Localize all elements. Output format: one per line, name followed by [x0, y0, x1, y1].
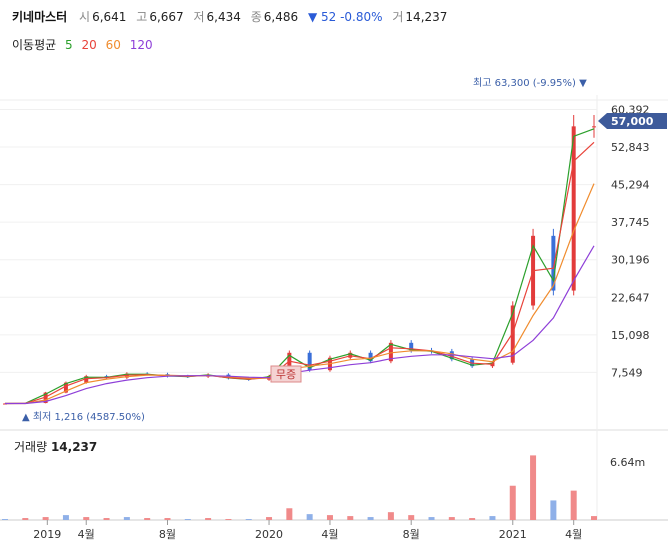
moving-average-legend: 이동평균 5 20 60 120: [12, 36, 158, 53]
volume-bar: [570, 490, 577, 520]
volume-label: 거: [392, 10, 404, 24]
volume-bar: [286, 508, 293, 520]
x-tick-label: 8월: [159, 528, 176, 541]
volume-bars: [2, 455, 597, 520]
high-label: 고: [136, 10, 148, 24]
volume-bar: [42, 517, 49, 520]
x-tick-label: 4월: [565, 528, 582, 541]
ma-5-label: 5: [65, 38, 73, 52]
volume-panel-value: 14,237: [50, 440, 98, 454]
low-annotation: ▲ 최저 1,216 (4587.50%): [22, 411, 145, 423]
candle-body: [409, 342, 414, 351]
candle-body: [287, 352, 292, 377]
volume-bar: [205, 518, 212, 520]
ma-60-label: 60: [105, 38, 121, 52]
quote-header: 키네마스터 시 6,641 고 6,667 저 6,434 종 6,486 ▼ 52 -…: [12, 8, 453, 25]
close-label: 종: [250, 10, 262, 24]
stock-name: 키네마스터: [12, 10, 68, 24]
volume-bar: [469, 518, 476, 520]
y-axis-labels: 60,39252,84345,29437,74530,19622,64715,0…: [611, 103, 650, 379]
x-tick-label: 2019: [33, 528, 61, 541]
y-tick-label: 22,647: [611, 291, 650, 304]
volume-bar: [489, 516, 496, 520]
candle-body: [43, 392, 48, 404]
x-tick-label: 4월: [321, 528, 338, 541]
volume-bar: [123, 517, 130, 520]
ma-20-line: [4, 141, 595, 405]
candle-body: [84, 376, 89, 383]
y-tick-label: 15,098: [611, 329, 650, 342]
volume-bar: [62, 515, 69, 520]
volume-panel-title: 거래량 14,237: [14, 438, 97, 455]
moving-average-lines: [4, 128, 595, 405]
change-value: ▼ 52 -0.80%: [307, 10, 383, 24]
y-tick-label: 45,294: [611, 179, 650, 192]
open-label: 시: [79, 10, 91, 24]
low-label: 저: [193, 10, 205, 24]
volume-bar: [184, 519, 191, 520]
grid: [0, 95, 668, 521]
high-value: 6,667: [149, 10, 184, 24]
volume-bar: [367, 517, 374, 520]
volume-panel-label: 거래량: [14, 440, 48, 454]
volume-bar: [225, 519, 232, 520]
x-tick-label: 2021: [499, 528, 527, 541]
candle-body: [388, 342, 393, 362]
candle-body: [571, 126, 576, 291]
volume-bar: [591, 516, 597, 520]
volume-bar: [2, 519, 8, 520]
x-tick-label: 4월: [78, 528, 95, 541]
volume-bar: [387, 512, 394, 520]
volume-bar: [266, 517, 273, 520]
volume-bar: [448, 517, 455, 520]
ma-20-label: 20: [81, 38, 97, 52]
volume-bar: [103, 518, 110, 520]
free-issue-marker: 무증: [276, 368, 296, 381]
volume-bar: [509, 485, 516, 520]
current-price-tag: 57,000: [611, 115, 654, 128]
volume-bar: [144, 518, 151, 520]
y-tick-label: 52,843: [611, 141, 650, 154]
candle-body: [368, 352, 373, 362]
ma-5-line: [4, 128, 595, 405]
volume-bar: [347, 516, 354, 520]
open-value: 6,641: [92, 10, 127, 24]
current-price-tag-bg: [598, 113, 667, 129]
high-annotation: 최고 63,300 (-9.95%) ▼: [473, 77, 587, 89]
volume-bar: [22, 518, 29, 520]
candle-body: [510, 305, 515, 363]
volume-bar: [530, 455, 537, 520]
x-tick-label: 8월: [403, 528, 420, 541]
x-tick-label: 2020: [255, 528, 283, 541]
candle-body: [63, 382, 68, 393]
volume-bar: [245, 519, 252, 520]
volume-value: 14,237: [405, 10, 448, 24]
candle-body: [307, 352, 312, 371]
free-issue-marker-box: [270, 365, 302, 383]
ma-legend-title: 이동평균: [12, 38, 57, 52]
low-value: 6,434: [206, 10, 241, 24]
volume-bar: [83, 517, 90, 520]
volume-max-tick: 6.64m: [610, 456, 645, 469]
volume-bar: [326, 515, 333, 520]
volume-bar: [306, 514, 313, 520]
y-tick-label: 7,549: [611, 366, 643, 379]
candle-body: [551, 235, 556, 291]
x-axis-labels: 2019 4월 8월 2020 4월 8월 2021 4월: [33, 520, 582, 541]
volume-bar: [164, 518, 171, 520]
volume-bar: [408, 515, 415, 520]
y-tick-label: 37,745: [611, 216, 650, 229]
ma-120-label: 120: [129, 38, 153, 52]
close-value: 6,486: [263, 10, 299, 24]
volume-bar: [428, 517, 435, 520]
volume-bar: [550, 500, 557, 520]
y-tick-label: 30,196: [611, 254, 650, 267]
candle-body: [592, 126, 596, 128]
